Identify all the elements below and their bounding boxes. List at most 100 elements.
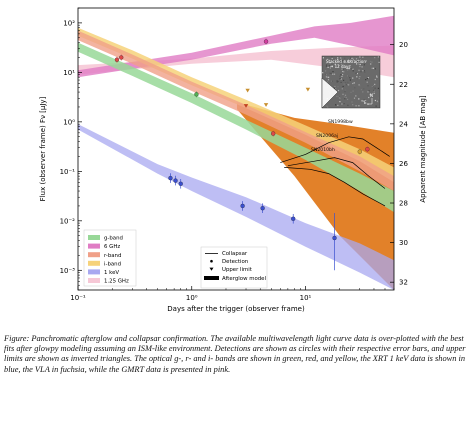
inset-pixel [374,83,376,85]
xrt-detection-point [291,216,296,221]
inset-pixel [328,65,330,67]
i-upper-limit-marker [263,103,269,107]
mag-tick-label: 28 [399,200,408,208]
inset-pixel [370,94,372,96]
inset-pixel [345,96,347,99]
inset-pixel [325,74,327,76]
inset-pixel [348,68,350,70]
inset-pixel [376,100,378,102]
inset-pixel [355,105,357,107]
inset-pixel [341,103,343,105]
inset-pixel [362,91,364,93]
inset-pixel [339,75,341,77]
inset-pixel [356,76,358,78]
legend-left-swatch [88,260,100,266]
inset-pixel [377,87,379,89]
afterglow-light-curve-figure: 10⁻¹ 10⁰ 10¹ 10⁻³ 10⁻² 10⁻¹ 10⁰ 10¹ 10² 20 22 24 26 2… [39,7,427,313]
x-tick-label: 10⁻¹ [70,294,86,302]
inset-pixel [340,63,342,65]
x-axis-label: Days after the trigger (observer frame) [167,305,305,313]
inset-pixel [328,76,330,78]
inset-pixel [327,106,329,108]
collapsar-label-sn2006aj: SN2006aj [316,133,338,139]
inset-pixel [326,76,329,78]
legend-detection-marker [210,259,213,263]
inset-pixel [335,88,337,90]
inset-pixel [373,92,375,94]
inset-pixel [331,65,333,67]
collapsar-label-sn1998bw: SN1998bw [328,119,353,125]
inset-pixel [353,84,355,87]
inset-pixel [334,63,336,65]
x-tick-label: 10¹ [300,294,312,302]
inset-pixel [343,96,346,98]
legend-left-label: r-band [104,253,121,259]
inset-pixel [343,83,345,85]
y-tick-label: 10⁻¹ [60,168,76,176]
inset-pixel [352,104,354,106]
r-upper-limit-marker [243,104,249,108]
collapsar-curve-sn1998bw [280,136,390,163]
inset-pixel [365,99,367,101]
i-upper-limit-marker [245,88,250,93]
inset-pixel [338,95,340,97]
model-bands [78,15,394,290]
inset-pixel [358,84,360,86]
inset-pixel [358,69,360,71]
inset-pixel [345,84,348,86]
vla-detection-point [263,39,269,44]
inset-pixel [349,65,351,67]
inset-pixel [337,58,339,61]
i-detection-point [357,149,362,154]
y-tick-label: 10² [63,19,75,27]
inset-pixel [344,91,346,93]
inset-pixel [352,70,354,72]
inset-pixel [326,105,328,107]
inset-pixel [373,85,375,87]
inset-pixel [352,90,354,92]
inset-pixel [325,65,328,67]
inset-pixel [342,72,344,74]
legend-right-label: Collapsar [222,251,248,257]
inset-pixel [354,61,356,64]
xrt-detection-point [178,181,183,186]
inset-pixel [359,76,361,78]
legend-left-label: i-band [104,261,121,267]
inset-pixel [371,86,373,88]
inset-pixel [370,63,372,65]
inset-pixel [376,75,378,77]
inset-pixel [347,84,349,86]
legend-left-swatch [88,252,100,258]
inset-pixel [337,80,339,83]
r-detection-point [114,57,120,62]
inset-pixel [326,81,328,83]
inset-pixel [364,62,366,64]
inset-pixel [355,95,357,97]
y-axis-label: Flux (observer frame) Fν [µJy] [39,96,47,201]
collapsar-labels: SN1998bw SN2006aj SN2010bh [311,119,353,153]
r-band-model-band [78,30,394,191]
inset-pixel [340,57,342,59]
inset-pixel [340,61,342,63]
inset-pixel [359,56,361,58]
inset-pixel [341,68,343,70]
inset-pixel [363,64,365,66]
legend-right: Collapsar Detection Upper limit Afterglow m… [200,246,268,289]
xrt-detection-point [173,178,178,183]
inset-pixel [342,68,344,70]
legend-left-label: 6 GHz [104,244,120,250]
inset-pixel [330,72,332,74]
inset-pixel [358,63,360,65]
inset-pixel [373,90,375,92]
xrt-detection-point [260,206,265,211]
inset-pixel [322,57,324,59]
inset-pixel [337,104,339,106]
gmrt-model-band [78,45,394,78]
inset-pixel [359,65,361,68]
inset-pixel [347,60,349,62]
inset-pixel [341,88,343,90]
inset-pixel [339,97,341,99]
inset-pixel [327,58,329,60]
x-tick-label: 10⁰ [186,294,198,302]
inset-pixel [374,68,376,70]
